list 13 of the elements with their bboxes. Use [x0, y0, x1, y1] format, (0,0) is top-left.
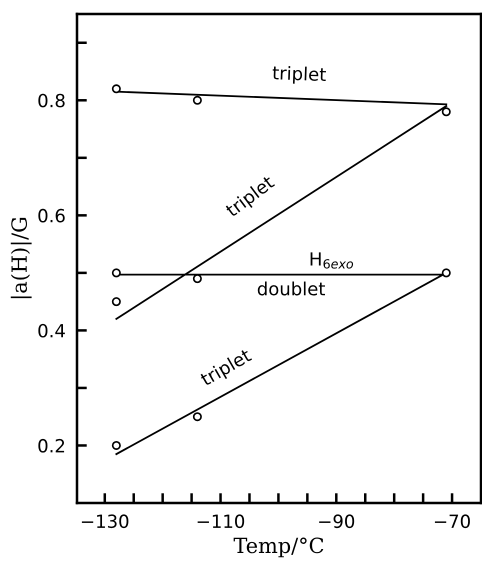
x-tick-label: −110	[198, 514, 244, 528]
y-tick-label: 0.2	[38, 438, 64, 453]
y-tick-label: 0.4	[38, 324, 65, 338]
x-tick-label: −70	[434, 514, 470, 528]
y-tick-label: 0.8	[38, 94, 65, 108]
y-axis-title: |a(H)|/G	[10, 218, 32, 298]
x-tick-label: −130	[82, 514, 128, 528]
annotation: doublet	[258, 282, 325, 296]
annotation: H$_{6exo}$	[310, 252, 354, 269]
annotation: triplet	[272, 65, 326, 85]
x-tick-label: −90	[319, 514, 354, 528]
x-axis-title: Temp/°C	[234, 538, 324, 558]
y-tick-label: 0.6	[38, 208, 65, 222]
